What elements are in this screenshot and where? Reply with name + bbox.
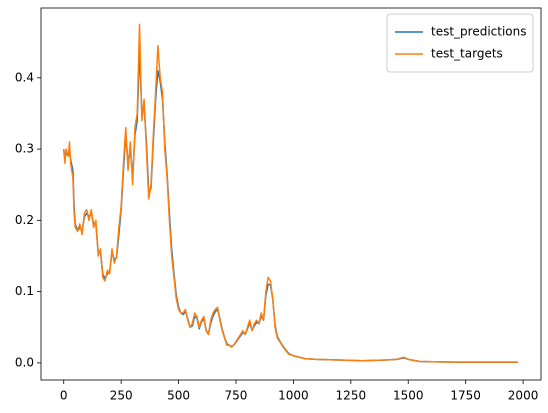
legend-label: test_predictions <box>431 25 527 39</box>
y-tick-label: 0.3 <box>15 142 34 156</box>
x-tick-label: 1250 <box>336 389 367 403</box>
line-series <box>62 23 519 363</box>
y-tick-label: 0.2 <box>15 213 34 227</box>
x-tick-label: 0 <box>60 389 68 403</box>
y-tick-label: 0.1 <box>15 284 34 298</box>
x-tick-label: 1000 <box>278 389 309 403</box>
x-tick-label: 500 <box>167 389 190 403</box>
x-tick-label: 250 <box>110 389 133 403</box>
legend-label: test_targets <box>431 47 503 61</box>
x-tick-label: 1500 <box>393 389 424 403</box>
legend-box <box>386 13 534 73</box>
line-series <box>62 48 519 363</box>
x-tick-label: 1750 <box>450 389 481 403</box>
y-tick-label: 0.0 <box>15 355 34 369</box>
x-tick-label: 750 <box>225 389 248 403</box>
plot-frame <box>40 7 542 381</box>
y-tick-label: 0.4 <box>15 70 34 84</box>
x-tick-label: 2000 <box>508 389 539 403</box>
